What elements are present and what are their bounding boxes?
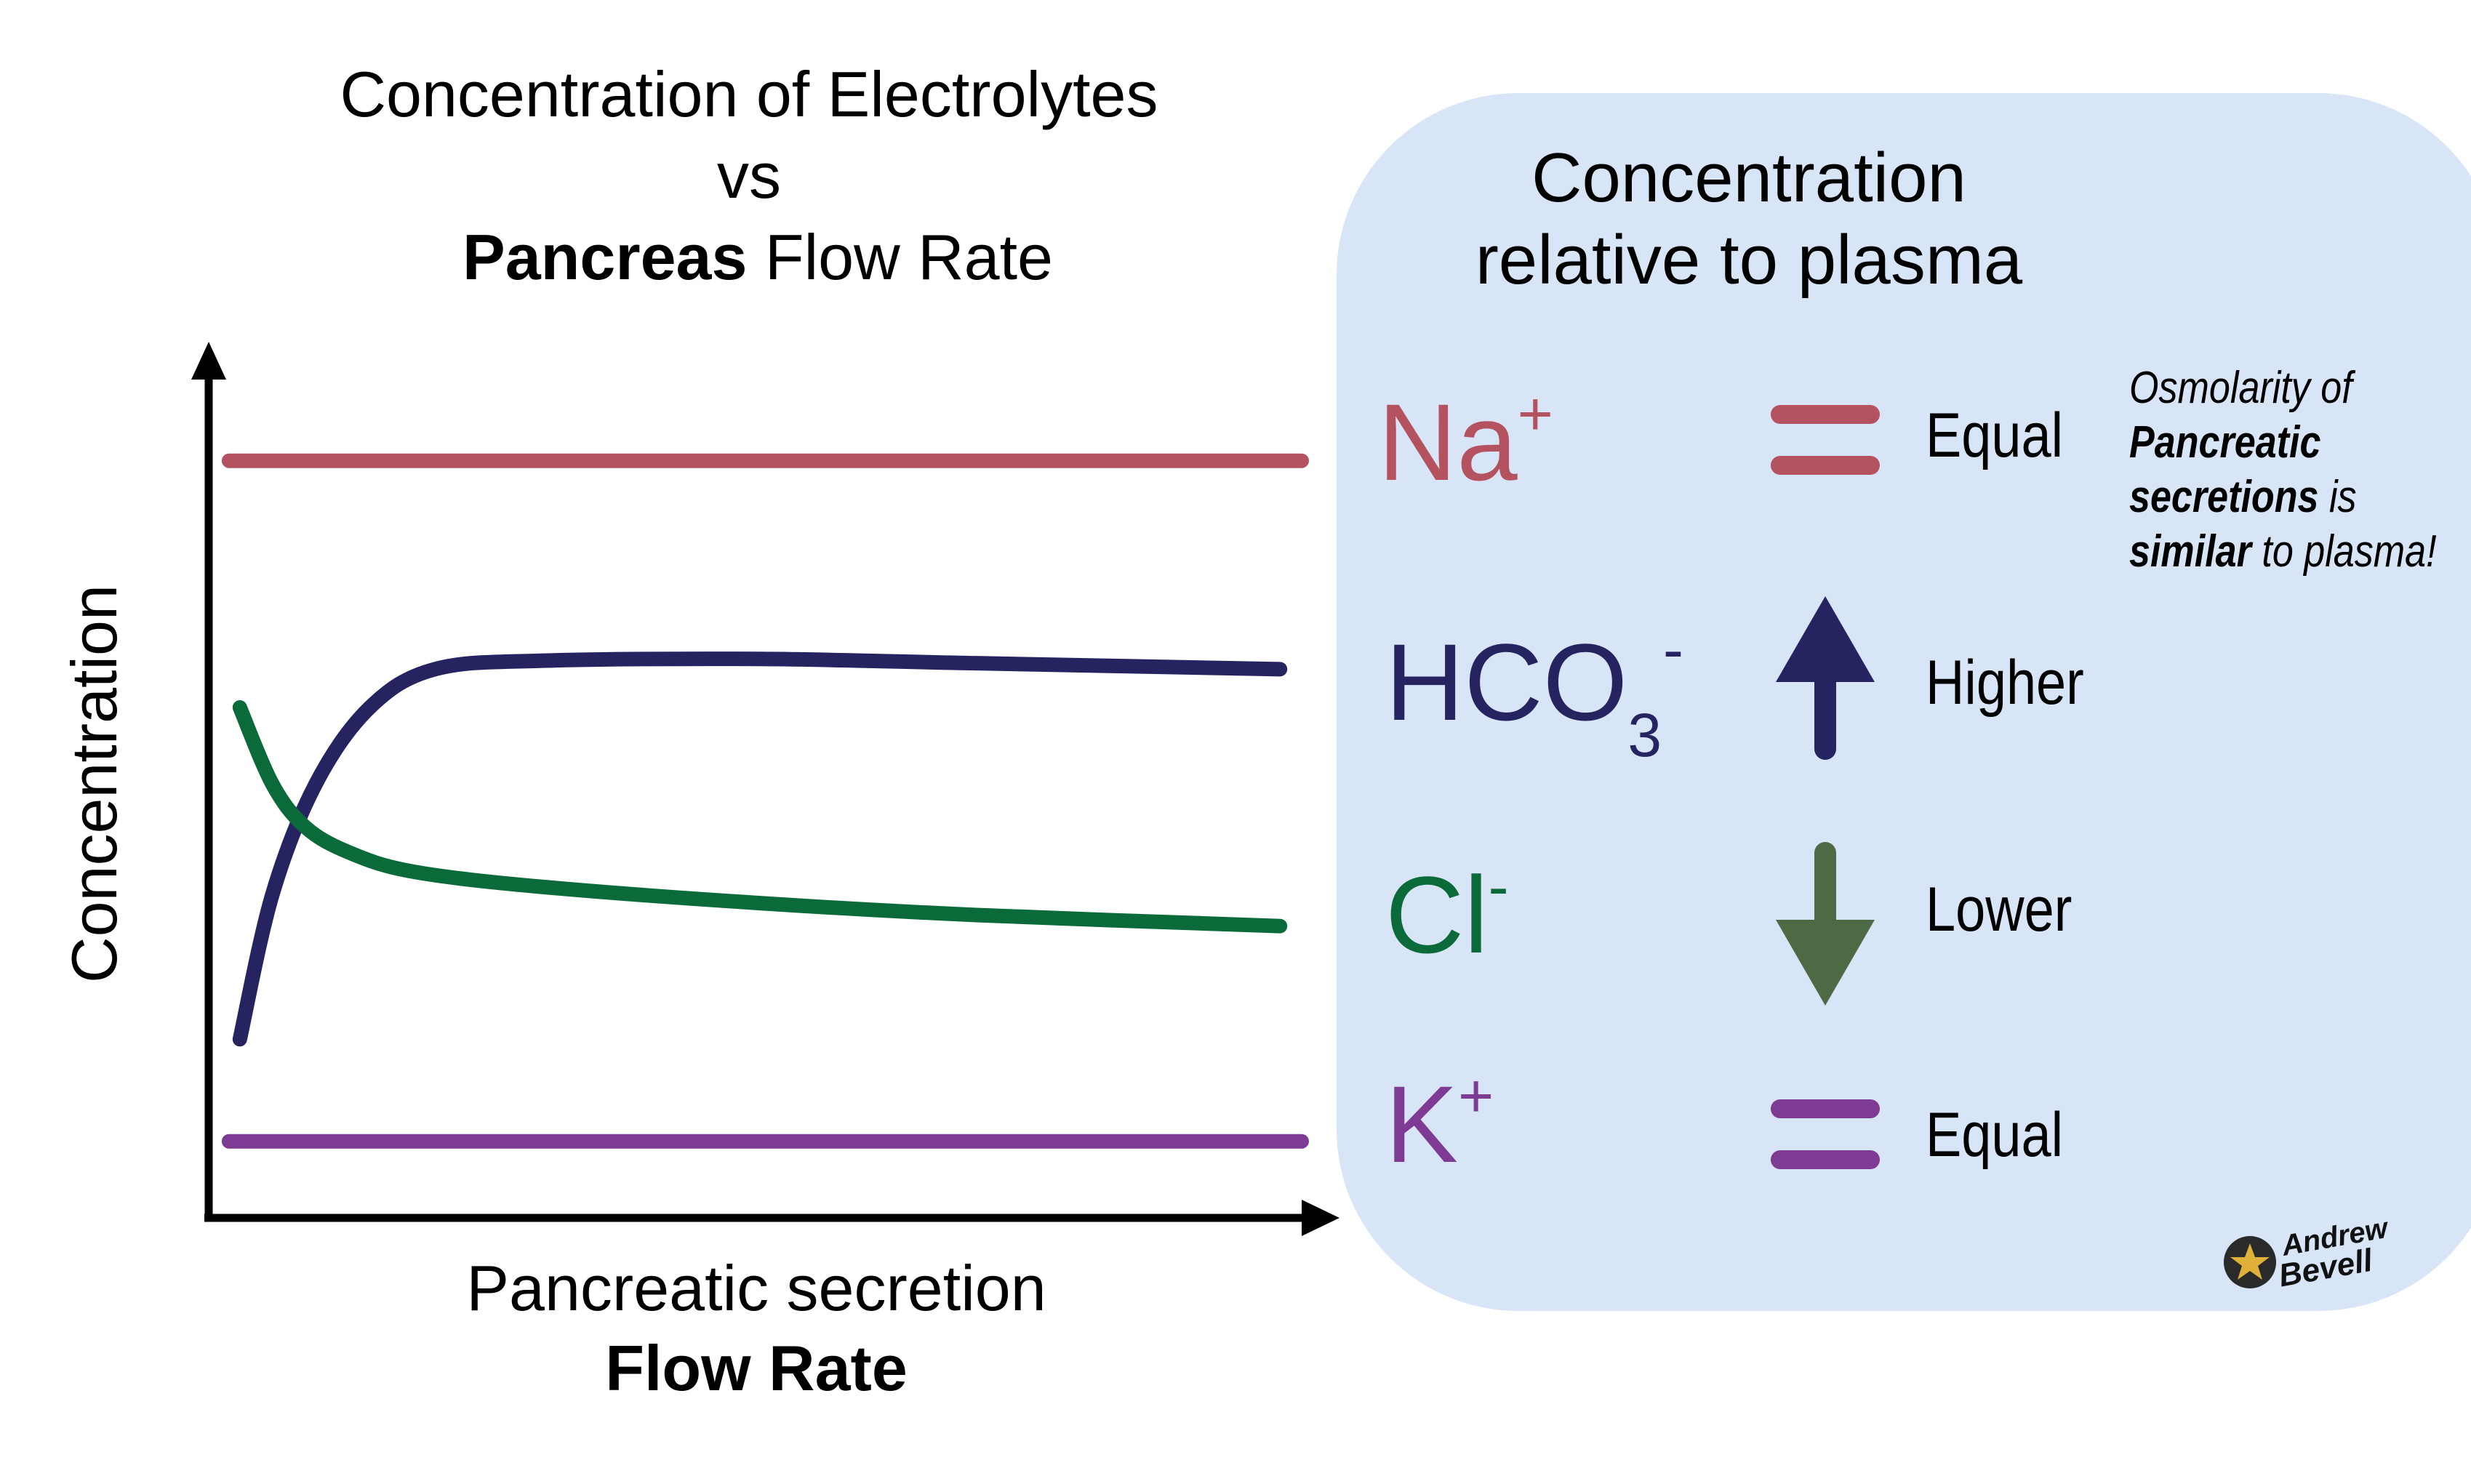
chart-title-line2: vs: [717, 140, 781, 212]
x-axis-arrowhead: [1302, 1200, 1339, 1236]
chart-title-rest: Flow Rate: [747, 221, 1053, 293]
arrow-head: [1776, 596, 1875, 682]
y-axis-label: Concentration: [58, 585, 130, 983]
ion-relation-na: Equal: [1926, 400, 2063, 470]
ion-charge-k: +: [1458, 1062, 1494, 1130]
panel-title-line1: Concentration: [1531, 139, 1966, 217]
ion-base-cl: Cl: [1385, 854, 1489, 976]
ion-relation-cl: Lower: [1926, 874, 2072, 944]
chart-title-bold: Pancreas: [462, 221, 747, 293]
ion-symbol-k: K+: [1385, 1062, 1494, 1185]
ion-charge-na: +: [1518, 380, 1553, 448]
note-line4-rest: to plasma!: [2251, 526, 2437, 577]
x-axis-label-line2: Flow Rate: [605, 1332, 908, 1404]
ion-base-hco3: HCO: [1385, 621, 1627, 743]
equal-sign-icon: [1771, 405, 1880, 475]
note-line3-rest: is: [2319, 472, 2357, 522]
equal-sign-icon: [1771, 1099, 1880, 1169]
note-line3-bold: secretions: [2129, 472, 2319, 522]
ion-base-na: Na: [1378, 381, 1518, 503]
note-line4-bold: similar: [2129, 526, 2253, 577]
signature-logo: Andrew Bevell: [2224, 1212, 2392, 1294]
relative-concentration-panel: Concentration relative to plasma Na+ Equ…: [1337, 93, 2471, 1311]
ion-row-hco3: HCO3- Higher: [1385, 596, 2084, 769]
panel-background: [1337, 93, 2471, 1311]
chart-title-line1: Concentration of Electrolytes: [340, 58, 1158, 130]
ion-subscript-hco3: 3: [1627, 701, 1662, 769]
ion-symbol-na: Na+: [1378, 380, 1553, 503]
note-line2: Pancreatic: [2129, 417, 2320, 468]
note-line4: similar to plasma!: [2129, 526, 2437, 577]
ion-symbol-cl: Cl-: [1385, 852, 1509, 976]
y-axis-arrowhead: [191, 342, 226, 380]
note-line3: secretions is: [2129, 472, 2357, 522]
x-axis-label-line1: Pancreatic secretion: [466, 1252, 1046, 1324]
ion-symbol-hco3: HCO3-: [1385, 615, 1683, 769]
ion-relation-hco3: Higher: [1926, 647, 2084, 718]
ion-row-k: K+ Equal: [1385, 1062, 2063, 1185]
ion-row-na: Na+ Equal: [1378, 380, 2063, 503]
series-line-cl: [232, 700, 1288, 934]
logo-star-icon: [2230, 1243, 2270, 1280]
chart-title-line3: Pancreas Flow Rate: [462, 221, 1053, 293]
osmolarity-note: Osmolarity of Pancreatic secretions is s…: [2129, 363, 2437, 577]
arrow-up-icon: [1776, 596, 1875, 760]
ion-row-cl: Cl- Lower: [1385, 842, 2072, 1006]
ion-charge-cl: -: [1489, 852, 1509, 921]
ion-charge-hco3: -: [1663, 615, 1683, 683]
series-line-hco3: [232, 651, 1288, 1047]
ion-base-k: K: [1385, 1063, 1458, 1185]
panel-title-line2: relative to plasma: [1475, 221, 2023, 299]
chart: Concentration of Electrolytes vs Pancrea…: [58, 58, 1339, 1404]
series-layer: [221, 453, 1309, 1149]
arrow-head: [1776, 920, 1875, 1006]
note-line1: Osmolarity of: [2129, 363, 2355, 413]
ion-relation-k: Equal: [1926, 1099, 2063, 1170]
arrow-down-icon: [1776, 842, 1875, 1006]
